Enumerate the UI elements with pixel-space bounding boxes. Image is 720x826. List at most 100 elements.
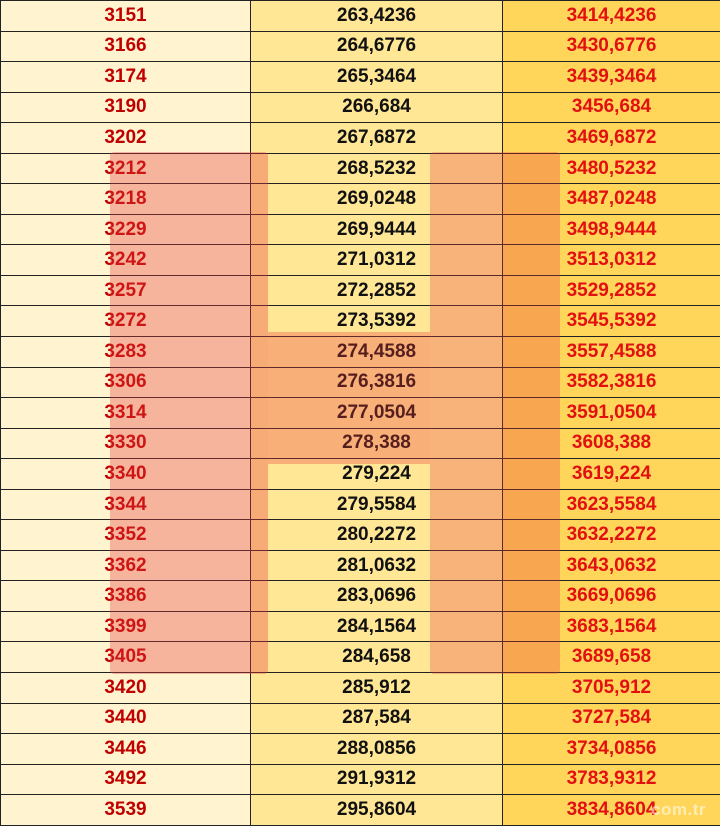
cell-col1: 3386	[0, 580, 251, 612]
cell-col2: 277,0504	[250, 397, 503, 429]
cell-col2: 271,0312	[250, 244, 503, 276]
cell-col1: 3405	[0, 641, 251, 674]
table-row: 3190 266,684 3456,684	[0, 91, 720, 124]
cell-col3: 3414,4236	[502, 0, 720, 32]
cell-col1: 3492	[0, 763, 251, 796]
cell-col1: 3283	[0, 336, 251, 368]
cell-col3: 3734,0856	[502, 733, 720, 765]
table-row: 3306 276,3816 3582,3816	[0, 366, 720, 399]
cell-col2: 269,0248	[250, 183, 503, 215]
cell-col2: 283,0696	[250, 580, 503, 612]
table-row: 3420 285,912 3705,912	[0, 672, 720, 704]
cell-col1: 3352	[0, 519, 251, 551]
table-row: 3151 263,4236 3414,4236	[0, 0, 720, 32]
cell-col2: 284,658	[250, 641, 503, 674]
table-row: 3257 272,2852 3529,2852	[0, 274, 720, 307]
cell-col3: 3683,1564	[502, 610, 720, 643]
cell-col1: 3272	[0, 305, 251, 338]
cell-col1: 3314	[0, 397, 251, 429]
cell-col3: 3480,5232	[502, 152, 720, 185]
table-row: 3539 295,8604 3834,8604	[0, 794, 720, 826]
cell-col2: 295,8604	[250, 794, 503, 826]
cell-col3: 3487,0248	[502, 183, 720, 215]
cell-col1: 3340	[0, 458, 251, 490]
table-row: 3314 277,0504 3591,0504	[0, 397, 720, 429]
table-row: 3405 284,658 3689,658	[0, 641, 720, 674]
table-row: 3352 280,2272 3632,2272	[0, 519, 720, 551]
cell-col3: 3439,3464	[502, 61, 720, 93]
cell-col2: 272,2852	[250, 274, 503, 307]
cell-col2: 263,4236	[250, 0, 503, 32]
cell-col3: 3529,2852	[502, 274, 720, 307]
watermark-source-text: com.tr	[651, 800, 706, 819]
cell-col3: 3619,224	[502, 458, 720, 490]
cell-col2: 280,2272	[250, 519, 503, 551]
cell-col1: 3218	[0, 183, 251, 215]
cell-col1: 3344	[0, 488, 251, 521]
cell-col3: 3430,6776	[502, 30, 720, 63]
table-row: 3399 284,1564 3683,1564	[0, 610, 720, 643]
cell-col1: 3151	[0, 0, 251, 32]
cell-col3: 3498,9444	[502, 213, 720, 246]
table-row: 3166 264,6776 3430,6776	[0, 30, 720, 63]
table-row: 3283 274,4588 3557,4588	[0, 336, 720, 368]
cell-col2: 265,3464	[250, 61, 503, 93]
table-row: 3330 278,388 3608,388	[0, 427, 720, 460]
cell-col2: 269,9444	[250, 213, 503, 246]
cell-col3: 3623,5584	[502, 488, 720, 521]
cell-col2: 264,6776	[250, 30, 503, 63]
cell-col3: 3643,0632	[502, 549, 720, 582]
cell-col1: 3420	[0, 672, 251, 704]
cell-col3: 3557,4588	[502, 336, 720, 368]
cell-col3: 3608,388	[502, 427, 720, 460]
cell-col3: 3669,0696	[502, 580, 720, 612]
cell-col2: 278,388	[250, 427, 503, 460]
cell-col2: 279,5584	[250, 488, 503, 521]
cell-col3: 3545,5392	[502, 305, 720, 338]
cell-col1: 3229	[0, 213, 251, 246]
cell-col1: 3212	[0, 152, 251, 185]
table-row: 3174 265,3464 3439,3464	[0, 61, 720, 93]
table-row: 3272 273,5392 3545,5392	[0, 305, 720, 338]
cell-col2: 273,5392	[250, 305, 503, 338]
cell-col1: 3539	[0, 794, 251, 826]
cell-col3: 3834,8604	[502, 794, 720, 826]
cell-col3: 3469,6872	[502, 122, 720, 154]
table-row: 3440 287,584 3727,584	[0, 702, 720, 735]
cell-col3: 3591,0504	[502, 397, 720, 429]
cell-col2: 285,912	[250, 672, 503, 704]
cell-col1: 3174	[0, 61, 251, 93]
table-row: 3340 279,224 3619,224	[0, 458, 720, 490]
cell-col3: 3582,3816	[502, 366, 720, 399]
table-row: 3202 267,6872 3469,6872	[0, 122, 720, 154]
cell-col1: 3166	[0, 30, 251, 63]
cell-col2: 267,6872	[250, 122, 503, 154]
cell-col2: 288,0856	[250, 733, 503, 765]
table-row: 3386 283,0696 3669,0696	[0, 580, 720, 612]
cell-col1: 3399	[0, 610, 251, 643]
cell-col2: 287,584	[250, 702, 503, 735]
cell-col1: 3190	[0, 91, 251, 124]
cell-col1: 3242	[0, 244, 251, 276]
cell-col1: 3202	[0, 122, 251, 154]
cell-col2: 291,9312	[250, 763, 503, 796]
cell-col2: 274,4588	[250, 336, 503, 368]
cell-col1: 3306	[0, 366, 251, 399]
cell-col3: 3513,0312	[502, 244, 720, 276]
cell-col2: 279,224	[250, 458, 503, 490]
cell-col2: 281,0632	[250, 549, 503, 582]
cell-col3: 3689,658	[502, 641, 720, 674]
table-row: 3446 288,0856 3734,0856	[0, 733, 720, 765]
cell-col3: 3705,912	[502, 672, 720, 704]
table-row: 3492 291,9312 3783,9312	[0, 763, 720, 796]
cell-col2: 284,1564	[250, 610, 503, 643]
table-row: 3229 269,9444 3498,9444	[0, 213, 720, 246]
table-row: 3212 268,5232 3480,5232	[0, 152, 720, 185]
table-row: 3218 269,0248 3487,0248	[0, 183, 720, 215]
cell-col1: 3362	[0, 549, 251, 582]
cell-col2: 268,5232	[250, 152, 503, 185]
table-row: 3344 279,5584 3623,5584	[0, 488, 720, 521]
cell-col1: 3257	[0, 274, 251, 307]
